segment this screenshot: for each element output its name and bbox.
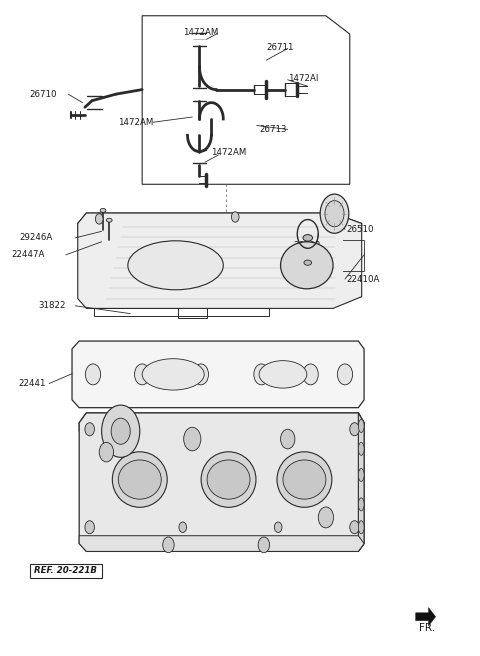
Circle shape <box>350 521 360 534</box>
Ellipse shape <box>118 460 161 499</box>
Circle shape <box>111 418 130 444</box>
Ellipse shape <box>201 452 256 507</box>
Ellipse shape <box>359 468 364 482</box>
Circle shape <box>231 212 239 222</box>
Text: 26711: 26711 <box>266 43 294 52</box>
Ellipse shape <box>359 442 364 455</box>
Text: 26713: 26713 <box>259 125 287 134</box>
Text: 29246A: 29246A <box>20 234 53 242</box>
Text: FR.: FR. <box>419 623 435 634</box>
Ellipse shape <box>277 452 332 507</box>
Circle shape <box>85 364 101 385</box>
Circle shape <box>184 427 201 451</box>
Ellipse shape <box>107 218 112 222</box>
Circle shape <box>96 214 103 224</box>
Circle shape <box>85 422 95 436</box>
Polygon shape <box>78 213 362 308</box>
Polygon shape <box>79 536 364 552</box>
Circle shape <box>322 214 330 224</box>
Circle shape <box>303 364 318 385</box>
Circle shape <box>85 521 95 534</box>
Ellipse shape <box>112 452 167 507</box>
Circle shape <box>325 201 344 227</box>
Text: 1140AA: 1140AA <box>293 253 327 262</box>
Polygon shape <box>79 413 364 431</box>
Text: REF. 20-221B: REF. 20-221B <box>34 567 97 575</box>
Text: 31822: 31822 <box>38 301 66 310</box>
Circle shape <box>163 537 174 553</box>
Circle shape <box>134 364 150 385</box>
Circle shape <box>281 429 295 449</box>
Text: 22441: 22441 <box>18 379 46 388</box>
Ellipse shape <box>142 359 204 390</box>
Circle shape <box>318 507 334 528</box>
Text: 1472AM: 1472AM <box>118 117 154 127</box>
Text: 26502: 26502 <box>293 241 321 250</box>
Circle shape <box>350 422 360 436</box>
Ellipse shape <box>207 460 250 499</box>
Text: 1472AM: 1472AM <box>183 28 218 37</box>
Polygon shape <box>79 413 364 552</box>
Text: 26710: 26710 <box>29 90 57 98</box>
Text: 26510: 26510 <box>346 225 373 234</box>
Circle shape <box>337 364 353 385</box>
Ellipse shape <box>283 460 326 499</box>
Text: 22447A: 22447A <box>11 251 44 259</box>
Ellipse shape <box>128 241 223 290</box>
Circle shape <box>99 442 114 462</box>
Polygon shape <box>416 607 436 626</box>
Ellipse shape <box>359 521 364 534</box>
Ellipse shape <box>100 209 106 213</box>
Circle shape <box>254 364 269 385</box>
Text: 1472AI: 1472AI <box>288 74 318 83</box>
Ellipse shape <box>359 498 364 511</box>
Ellipse shape <box>359 419 364 432</box>
Text: 1472AM: 1472AM <box>211 148 247 157</box>
Ellipse shape <box>259 361 307 388</box>
Circle shape <box>102 405 140 457</box>
Ellipse shape <box>281 242 333 289</box>
Circle shape <box>258 537 270 553</box>
Ellipse shape <box>303 235 312 241</box>
Polygon shape <box>359 413 364 552</box>
Text: 22410A: 22410A <box>346 274 379 283</box>
Polygon shape <box>72 341 364 407</box>
Circle shape <box>179 522 187 533</box>
Circle shape <box>320 194 349 234</box>
Circle shape <box>275 522 282 533</box>
Text: 26740: 26740 <box>293 266 321 275</box>
Polygon shape <box>78 213 362 232</box>
Circle shape <box>193 364 208 385</box>
Ellipse shape <box>304 260 312 265</box>
